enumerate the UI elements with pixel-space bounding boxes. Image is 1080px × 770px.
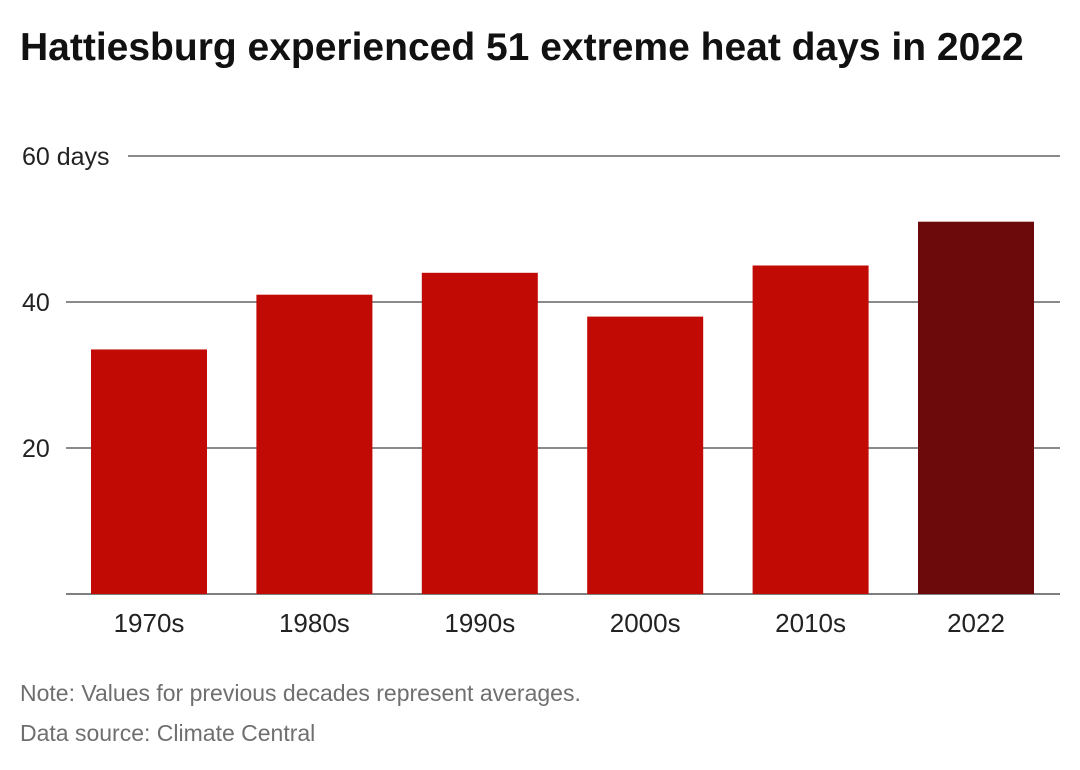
bar-1990s: [421, 272, 538, 594]
bar-2000s: [587, 316, 704, 594]
bar-1970s: [91, 349, 207, 594]
gridlines: [66, 155, 1060, 595]
axis-labels: 60 days 40 20 1970s 1980s 1990s 2000s 2010s 2022: [22, 143, 1005, 638]
chart-title: Hattiesburg experienced 51 extreme heat …: [20, 26, 1024, 69]
y-tick-label-60: 60 days: [22, 143, 110, 171]
y-tick-label-40: 40: [22, 289, 50, 317]
y-tick-label-20: 20: [22, 435, 50, 463]
bar-2022: [918, 221, 1034, 594]
x-tick-label-1980s: 1980s: [279, 608, 350, 638]
bar-2010s: [752, 265, 869, 594]
data-source: Data source: Climate Central: [20, 720, 316, 746]
x-tick-label-2022: 2022: [947, 608, 1005, 638]
x-tick-label-2010s: 2010s: [775, 608, 846, 638]
bar-1980s: [256, 294, 373, 594]
bars: [91, 221, 1034, 594]
x-tick-label-1970s: 1970s: [114, 608, 185, 638]
x-tick-label-1990s: 1990s: [444, 608, 515, 638]
x-tick-label-2000s: 2000s: [610, 608, 681, 638]
chart-note: Note: Values for previous decades repres…: [20, 680, 581, 706]
